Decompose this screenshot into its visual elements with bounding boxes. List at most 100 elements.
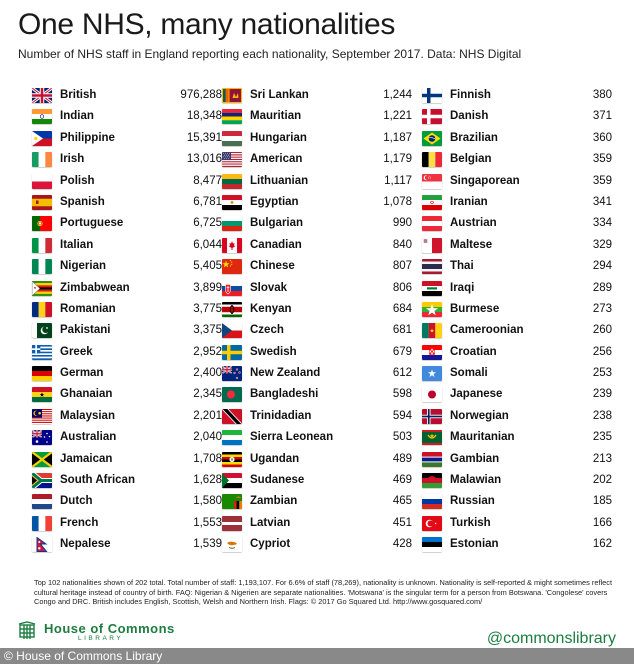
nationality-row-tr: Turkish 166 [422, 513, 612, 534]
nationality-label: French [60, 516, 99, 529]
pk-flag-icon [32, 323, 52, 339]
dk-flag-icon [422, 109, 442, 125]
column-2: Sri Lankan 1,244 Mauritian 1,221 Hungarian 1,… [222, 85, 412, 556]
nationality-label: Egyptian [250, 195, 299, 208]
nationality-label: Dutch [60, 495, 93, 508]
nationality-row-th: Thai 294 [422, 256, 612, 277]
staff-count: 684 [392, 302, 412, 315]
nationality-row-mw: Malawian 202 [422, 470, 612, 491]
staff-count: 1,628 [193, 474, 222, 487]
nationality-row-hr: Croatian 256 [422, 342, 612, 363]
nationality-label: Belgian [450, 153, 492, 166]
nationality-row-nz: New Zealand 612 [222, 363, 412, 384]
nationality-row-gh: Ghanaian 2,345 [32, 384, 222, 405]
staff-count: 1,244 [383, 89, 412, 101]
nationality-row-eg: Egyptian 1,078 [222, 192, 412, 213]
lk-flag-icon [222, 88, 242, 103]
be-flag-icon [422, 152, 442, 168]
nationality-label: Brazilian [450, 131, 498, 144]
nationality-row-bg: Bulgarian 990 [222, 213, 412, 234]
staff-count: 329 [592, 238, 612, 251]
nationality-row-in: Indian 18,348 [32, 106, 222, 127]
nationality-row-mr: Mauritanian 235 [422, 427, 612, 448]
staff-count: 1,117 [384, 174, 412, 187]
my-flag-icon [32, 408, 52, 424]
nationality-row-ro: Romanian 3,775 [32, 299, 222, 320]
ie-flag-icon [32, 152, 52, 168]
nationality-row-nl: Dutch 1,580 [32, 491, 222, 512]
staff-count: 3,375 [193, 324, 222, 337]
staff-count: 1,708 [193, 452, 222, 465]
mr-flag-icon [422, 430, 442, 446]
nationality-row-es: Spanish 6,781 [32, 192, 222, 213]
so-flag-icon [422, 366, 442, 382]
staff-count: 13,016 [186, 153, 222, 166]
staff-count: 334 [592, 217, 612, 230]
nationality-label: Portuguese [60, 217, 124, 230]
nationality-label: Malawian [450, 474, 502, 487]
ro-flag-icon [32, 301, 52, 317]
staff-count: 2,952 [193, 345, 222, 358]
staff-count: 289 [592, 281, 612, 294]
nationality-label: Chinese [250, 260, 295, 273]
ee-flag-icon [422, 537, 442, 553]
sd-flag-icon [222, 473, 242, 489]
staff-count: 202 [592, 474, 612, 487]
staff-count: 6,781 [193, 195, 222, 208]
lv-flag-icon [222, 515, 242, 531]
staff-count: 5,405 [193, 260, 222, 273]
cz-flag-icon [222, 323, 242, 339]
nationality-row-no: Norwegian 238 [422, 406, 612, 427]
zw-flag-icon [32, 280, 52, 296]
nationality-row-cn: Chinese 807 [222, 256, 412, 277]
nationality-label: Latvian [250, 516, 291, 529]
de-flag-icon [32, 366, 52, 382]
staff-count: 1,580 [193, 495, 222, 508]
nationality-row-ug: Ugandan 489 [222, 449, 412, 470]
nationality-label: Mauritanian [450, 431, 515, 444]
bg-flag-icon [222, 216, 242, 232]
nationality-row-zw: Zimbabwean 3,899 [32, 278, 222, 299]
staff-count: 294 [592, 260, 612, 273]
staff-count: 465 [392, 495, 412, 508]
mw-flag-icon [422, 473, 442, 489]
nationality-row-zm: Zambian 465 [222, 491, 412, 512]
nationality-row-se: Swedish 679 [222, 342, 412, 363]
nationality-label: American [250, 153, 303, 166]
staff-count: 807 [392, 260, 412, 273]
nationality-label: Kenyan [250, 302, 292, 315]
staff-count: 213 [592, 452, 612, 465]
nationality-label: Singaporean [450, 174, 520, 187]
staff-count: 681 [392, 324, 412, 337]
nationality-label: Greek [60, 345, 93, 358]
nationality-row-it: Italian 6,044 [32, 235, 222, 256]
staff-count: 1,187 [383, 131, 412, 144]
nationality-label: Nepalese [60, 538, 111, 551]
sk-flag-icon [222, 280, 242, 296]
mt-flag-icon [422, 237, 442, 253]
nationality-row-at: Austrian 334 [422, 213, 612, 234]
staff-count: 806 [392, 281, 412, 294]
nationality-label: Iraqi [450, 281, 475, 294]
nationality-label: Ghanaian [60, 388, 113, 401]
staff-count: 15,391 [186, 131, 222, 144]
staff-count: 2,201 [193, 409, 222, 422]
staff-count: 18,348 [186, 110, 222, 123]
staff-count: 976,288 [180, 89, 222, 101]
nationality-label: Sudanese [250, 474, 305, 487]
staff-count: 239 [592, 388, 612, 401]
nl-flag-icon [32, 494, 52, 510]
np-flag-icon [32, 537, 52, 553]
portcullis-icon [18, 621, 36, 639]
nationality-label: Nigerian [60, 260, 107, 273]
nationality-row-sl: Sierra Leonean 503 [222, 427, 412, 448]
nationality-row-bd: Bangladeshi 598 [222, 384, 412, 405]
staff-count: 598 [392, 388, 412, 401]
bd-flag-icon [222, 387, 242, 403]
in-flag-icon [32, 109, 52, 125]
nationality-row-gm: Gambian 213 [422, 449, 612, 470]
nationality-label: German [60, 367, 104, 380]
pt-flag-icon [32, 216, 52, 232]
staff-count: 273 [592, 302, 612, 315]
staff-count: 380 [592, 89, 612, 101]
